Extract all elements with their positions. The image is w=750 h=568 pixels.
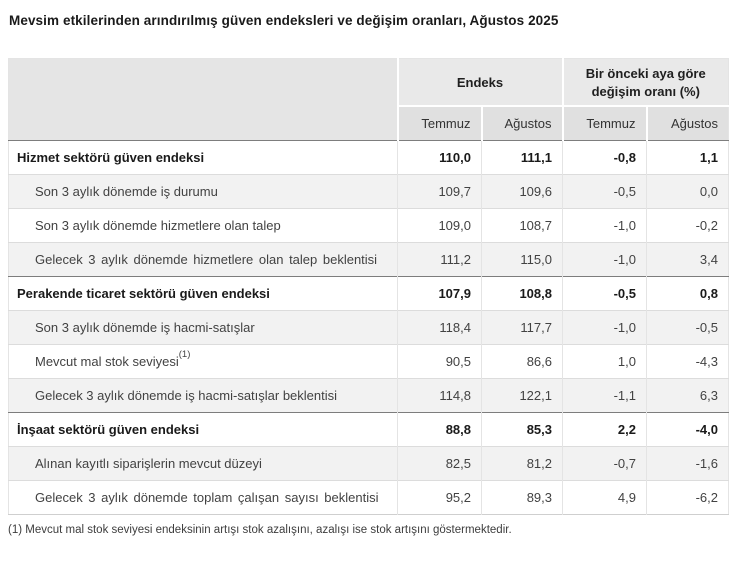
change-temmuz-value: -0,5 (562, 174, 647, 209)
endeks-agustos-value: 109,6 (481, 174, 563, 209)
endeks-agustos-value: 115,0 (481, 242, 563, 277)
table-row: Son 3 aylık dönemde iş durumu 109,7 109,… (8, 174, 729, 209)
change-temmuz-value: -0,5 (562, 276, 647, 311)
row-label: Perakende ticaret sektörü güven endeksi (8, 276, 398, 311)
endeks-temmuz-value: 82,5 (397, 446, 482, 481)
page-title: Mevsim etkilerinden arındırılmış güven e… (9, 13, 559, 28)
endeks-temmuz-value: 88,8 (397, 412, 482, 447)
endeks-agustos-value: 117,7 (481, 310, 563, 345)
change-agustos-value: 0,8 (646, 276, 729, 311)
table-row: Gelecek 3 aylık dönemde hizmetlere olan … (8, 242, 729, 277)
change-temmuz-value: -1,1 (562, 378, 647, 413)
table-body: Hizmet sektörü güven endeksi 110,0 111,1… (8, 140, 729, 515)
row-label-text: Mevcut mal stok seviyesi (35, 354, 179, 369)
change-agustos-value: 3,4 (646, 242, 729, 277)
change-temmuz-value: -0,8 (562, 140, 647, 175)
change-temmuz-value: 1,0 (562, 344, 647, 379)
change-agustos-value: -4,3 (646, 344, 729, 379)
row-label: Hizmet sektörü güven endeksi (8, 140, 398, 175)
endeks-agustos-value: 86,6 (481, 344, 563, 379)
row-label: İnşaat sektörü güven endeksi (8, 412, 398, 447)
endeks-temmuz-value: 109,0 (397, 208, 482, 243)
column-group-endeks: Endeks (396, 58, 563, 106)
change-agustos-value: -0,5 (646, 310, 729, 345)
row-construction-sector-index: İnşaat sektörü güven endeksi 88,8 85,3 2… (8, 412, 729, 447)
change-agustos-value: -0,2 (646, 208, 729, 243)
row-label: Gelecek 3 aylık dönemde hizmetlere olan … (8, 242, 398, 277)
change-temmuz-value: 4,9 (562, 480, 647, 515)
endeks-agustos-value: 111,1 (481, 140, 563, 175)
row-label: Gelecek 3 aylık dönemde iş hacmi-satışla… (8, 378, 398, 413)
endeks-temmuz-value: 111,2 (397, 242, 482, 277)
change-temmuz-value: -1,0 (562, 242, 647, 277)
endeks-temmuz-value: 110,0 (397, 140, 482, 175)
endeks-agustos-value: 108,8 (481, 276, 563, 311)
change-temmuz-value: -1,0 (562, 310, 647, 345)
column-group-monthly-change: Bir önceki aya göre değişim oranı (%) (561, 58, 729, 106)
subheader-endeks-agustos: Ağustos (480, 105, 563, 141)
row-label: Son 3 aylık dönemde iş hacmi-satışlar (8, 310, 398, 345)
subheader-change-agustos: Ağustos (645, 105, 729, 141)
group-header-row: Endeks Bir önceki aya göre değişim oranı… (8, 58, 729, 141)
row-label: Gelecek 3 aylık dönemde toplam çalışan s… (8, 480, 398, 515)
change-agustos-value: -4,0 (646, 412, 729, 447)
row-label: Son 3 aylık dönemde hizmetlere olan tale… (8, 208, 398, 243)
endeks-temmuz-value: 118,4 (397, 310, 482, 345)
row-services-sector-index: Hizmet sektörü güven endeksi 110,0 111,1… (8, 140, 729, 175)
endeks-temmuz-value: 107,9 (397, 276, 482, 311)
footnote-marker: (1) (178, 348, 191, 360)
table-row: Gelecek 3 aylık dönemde toplam çalışan s… (8, 480, 729, 515)
footnote: (1) Mevcut mal stok seviyesi endeksinin … (8, 524, 512, 536)
subheader-endeks-temmuz: Temmuz (396, 105, 482, 141)
table-row: Gelecek 3 aylık dönemde iş hacmi-satışla… (8, 378, 729, 413)
endeks-temmuz-value: 114,8 (397, 378, 482, 413)
endeks-agustos-value: 89,3 (481, 480, 563, 515)
endeks-agustos-value: 122,1 (481, 378, 563, 413)
change-agustos-value: 1,1 (646, 140, 729, 175)
table-row: Son 3 aylık dönemde hizmetlere olan tale… (8, 208, 729, 243)
confidence-index-table: Endeks Bir önceki aya göre değişim oranı… (8, 58, 729, 515)
endeks-agustos-value: 85,3 (481, 412, 563, 447)
change-agustos-value: 0,0 (646, 174, 729, 209)
row-label: Son 3 aylık dönemde iş durumu (8, 174, 398, 209)
row-label-column-header (8, 58, 398, 141)
change-temmuz-value: -1,0 (562, 208, 647, 243)
change-agustos-value: -6,2 (646, 480, 729, 515)
change-agustos-value: -1,6 (646, 446, 729, 481)
table-header: Endeks Bir önceki aya göre değişim oranı… (8, 58, 729, 141)
endeks-temmuz-value: 109,7 (397, 174, 482, 209)
endeks-agustos-value: 108,7 (481, 208, 563, 243)
endeks-agustos-value: 81,2 (481, 446, 563, 481)
table-row: Son 3 aylık dönemde iş hacmi-satışlar 11… (8, 310, 729, 345)
row-retail-sector-index: Perakende ticaret sektörü güven endeksi … (8, 276, 729, 311)
endeks-temmuz-value: 95,2 (397, 480, 482, 515)
subheader-change-temmuz: Temmuz (561, 105, 647, 141)
table-row: Alınan kayıtlı siparişlerin mevcut düzey… (8, 446, 729, 481)
change-agustos-value: 6,3 (646, 378, 729, 413)
row-label: Alınan kayıtlı siparişlerin mevcut düzey… (8, 446, 398, 481)
row-label: Mevcut mal stok seviyesi(1) (8, 344, 398, 379)
endeks-temmuz-value: 90,5 (397, 344, 482, 379)
sub-header-row: Temmuz Ağustos Temmuz Ağustos (9, 105, 729, 141)
change-temmuz-value: -0,7 (562, 446, 647, 481)
table-row: Mevcut mal stok seviyesi(1) 90,5 86,6 1,… (8, 344, 729, 379)
change-temmuz-value: 2,2 (562, 412, 647, 447)
